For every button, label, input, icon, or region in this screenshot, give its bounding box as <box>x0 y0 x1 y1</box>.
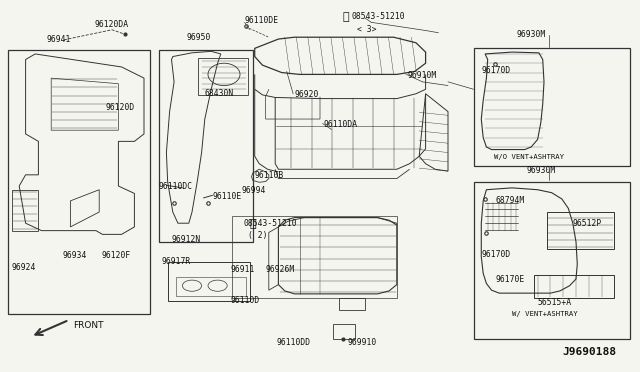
Text: 96917R: 96917R <box>161 257 191 266</box>
Text: 96911: 96911 <box>230 265 255 274</box>
Text: 96170E: 96170E <box>496 275 525 284</box>
Bar <box>12 190 38 231</box>
Bar <box>198 58 248 95</box>
Bar <box>8 50 150 314</box>
Text: W/ VENT+ASHTRAY: W/ VENT+ASHTRAY <box>512 311 578 317</box>
Text: < 3>: < 3> <box>357 25 376 34</box>
Bar <box>474 182 630 339</box>
Bar <box>176 277 246 296</box>
Text: Ⓢ: Ⓢ <box>342 12 349 22</box>
Text: Ⓢ: Ⓢ <box>250 219 256 229</box>
Bar <box>547 212 614 249</box>
Bar <box>159 50 253 242</box>
Text: 96110DE: 96110DE <box>244 16 278 25</box>
Text: 96110D: 96110D <box>230 296 260 305</box>
Text: FRONT: FRONT <box>74 321 104 330</box>
Text: 96920: 96920 <box>294 90 319 99</box>
Text: 96926M: 96926M <box>266 265 295 274</box>
Text: 96912N: 96912N <box>172 235 201 244</box>
Text: 96950: 96950 <box>186 33 211 42</box>
Text: ( 2): ( 2) <box>248 231 268 240</box>
Text: W/O VENT+ASHTRAY: W/O VENT+ASHTRAY <box>494 154 564 160</box>
Text: 96994: 96994 <box>242 186 266 195</box>
Text: 96930M: 96930M <box>516 30 546 39</box>
Text: 96120DA: 96120DA <box>95 20 129 29</box>
Text: J9690188: J9690188 <box>562 347 616 356</box>
Text: 68430N: 68430N <box>205 89 234 97</box>
Bar <box>534 275 614 298</box>
Text: 96110DA: 96110DA <box>323 120 357 129</box>
Bar <box>474 48 630 166</box>
Bar <box>168 262 250 301</box>
Bar <box>232 216 397 298</box>
Text: 96934: 96934 <box>63 251 87 260</box>
Text: 96512P: 96512P <box>573 219 602 228</box>
Text: 96170D: 96170D <box>481 66 511 75</box>
Text: 96110B: 96110B <box>255 171 284 180</box>
Text: 96930M: 96930M <box>526 166 556 175</box>
Text: 96110DC: 96110DC <box>159 182 193 190</box>
Text: 08543-51210: 08543-51210 <box>352 12 406 21</box>
Text: 56515+A: 56515+A <box>538 298 572 307</box>
Text: 96941: 96941 <box>46 35 70 44</box>
Text: 68794M: 68794M <box>496 196 525 205</box>
Text: 08543-51210: 08543-51210 <box>243 219 297 228</box>
Bar <box>333 324 355 339</box>
Text: 96110DD: 96110DD <box>276 339 310 347</box>
Text: 96924: 96924 <box>12 263 36 272</box>
Text: 96110E: 96110E <box>212 192 242 201</box>
Text: 96120F: 96120F <box>101 251 131 260</box>
Text: 96120D: 96120D <box>106 103 135 112</box>
Text: 969910: 969910 <box>348 339 377 347</box>
Bar <box>339 298 365 310</box>
Text: 96170D: 96170D <box>481 250 511 259</box>
Text: 96910M: 96910M <box>407 71 436 80</box>
